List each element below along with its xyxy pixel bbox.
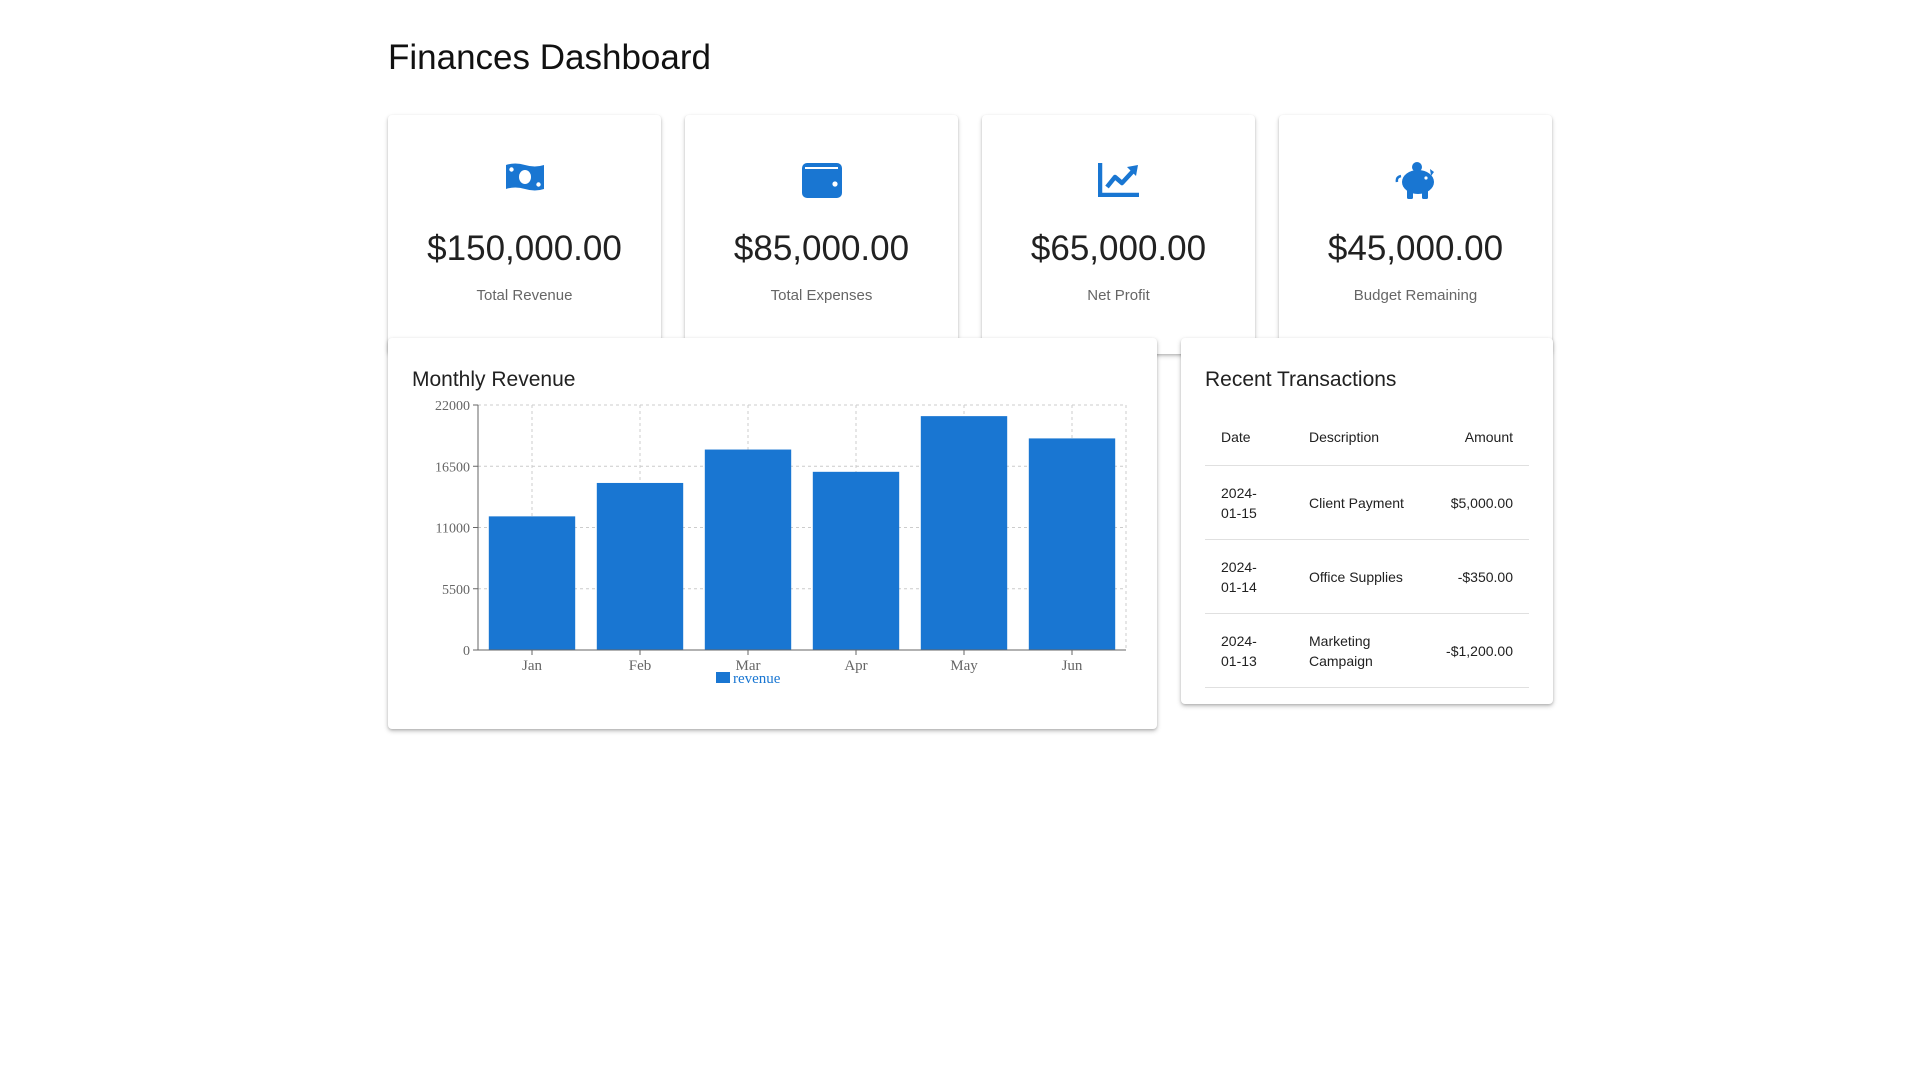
- x-tick-label: Feb: [629, 658, 652, 674]
- stat-card-total-expenses: $85,000.00 Total Expenses: [685, 115, 958, 354]
- transaction-amount: -$350.00: [1430, 539, 1529, 614]
- stat-value: $65,000.00: [1030, 229, 1207, 268]
- monthly-revenue-chart: 0 5500 11000 16500 22000 Jan Feb Mar Apr May Jun re…: [435, 399, 1127, 687]
- x-tick-label: Jan: [522, 658, 542, 674]
- transactions-title: Recent Transactions: [1205, 368, 1397, 391]
- bar-mar: [704, 449, 792, 650]
- stat-label: Budget Remaining: [1353, 287, 1478, 304]
- x-tick-label: Mar: [736, 658, 761, 674]
- y-tick-label: 11000: [436, 522, 470, 537]
- transaction-date: 2024-01-14: [1205, 539, 1293, 614]
- wallet-icon: [685, 161, 958, 205]
- chart-panel-title: Monthly Revenue: [412, 368, 576, 391]
- page-title: Finances Dashboard: [388, 38, 711, 77]
- monthly-revenue-panel: Monthly Revenue 0 5500 11000 16500 22000 Jan F…: [388, 338, 1157, 729]
- transaction-date: 2024-01-15: [1205, 465, 1293, 540]
- trending-up-icon: [982, 161, 1255, 205]
- column-header-date: Date: [1205, 408, 1293, 466]
- column-header-amount: Amount: [1430, 408, 1529, 466]
- transaction-date: 2024-01-13: [1205, 613, 1293, 688]
- bar-jan: [488, 516, 576, 650]
- legend-swatch: [716, 672, 730, 683]
- bar-feb: [596, 482, 684, 650]
- legend-label: revenue: [733, 671, 781, 687]
- stat-card-net-profit: $65,000.00 Net Profit: [982, 115, 1255, 354]
- y-tick-label: 16500: [435, 460, 470, 475]
- y-tick-label: 0: [463, 644, 470, 659]
- bar-may: [920, 416, 1008, 650]
- money-bill-icon: [388, 161, 661, 205]
- stat-label: Total Expenses: [770, 287, 873, 304]
- recent-transactions-panel: Recent Transactions Date Description Amo…: [1181, 338, 1553, 704]
- stat-value: $150,000.00: [427, 229, 622, 268]
- transaction-description: Marketing Campaign: [1293, 613, 1431, 688]
- x-tick-label: May: [950, 658, 978, 674]
- table-header-row: Date Description Amount: [1205, 408, 1529, 466]
- x-tick-label: Apr: [844, 658, 867, 674]
- transaction-description: Client Payment: [1293, 465, 1431, 540]
- table-row: 2024-01-13 Marketing Campaign -$1,200.00: [1205, 613, 1529, 688]
- stat-card-total-revenue: $150,000.00 Total Revenue: [388, 115, 661, 354]
- table-row: 2024-01-14 Office Supplies -$350.00: [1205, 539, 1529, 614]
- transactions-table: Date Description Amount 2024-01-15 Clien…: [1205, 408, 1529, 688]
- stat-value: $45,000.00: [1327, 229, 1504, 268]
- bar-apr: [812, 471, 900, 650]
- transaction-description: Office Supplies: [1293, 539, 1431, 614]
- table-row: 2024-01-15 Client Payment $5,000.00: [1205, 465, 1529, 540]
- piggy-bank-icon: [1279, 161, 1552, 205]
- transaction-amount: $5,000.00: [1430, 465, 1529, 540]
- stat-card-budget-remaining: $45,000.00 Budget Remaining: [1279, 115, 1552, 354]
- stat-label: Total Revenue: [476, 287, 573, 304]
- y-tick-label: 22000: [435, 399, 470, 414]
- bar-jun: [1028, 438, 1116, 650]
- x-tick-label: Jun: [1062, 658, 1083, 674]
- y-tick-label: 5500: [442, 583, 470, 598]
- stat-value: $85,000.00: [733, 229, 910, 268]
- transaction-amount: -$1,200.00: [1430, 613, 1529, 688]
- column-header-description: Description: [1293, 408, 1431, 466]
- stat-label: Net Profit: [1087, 287, 1150, 304]
